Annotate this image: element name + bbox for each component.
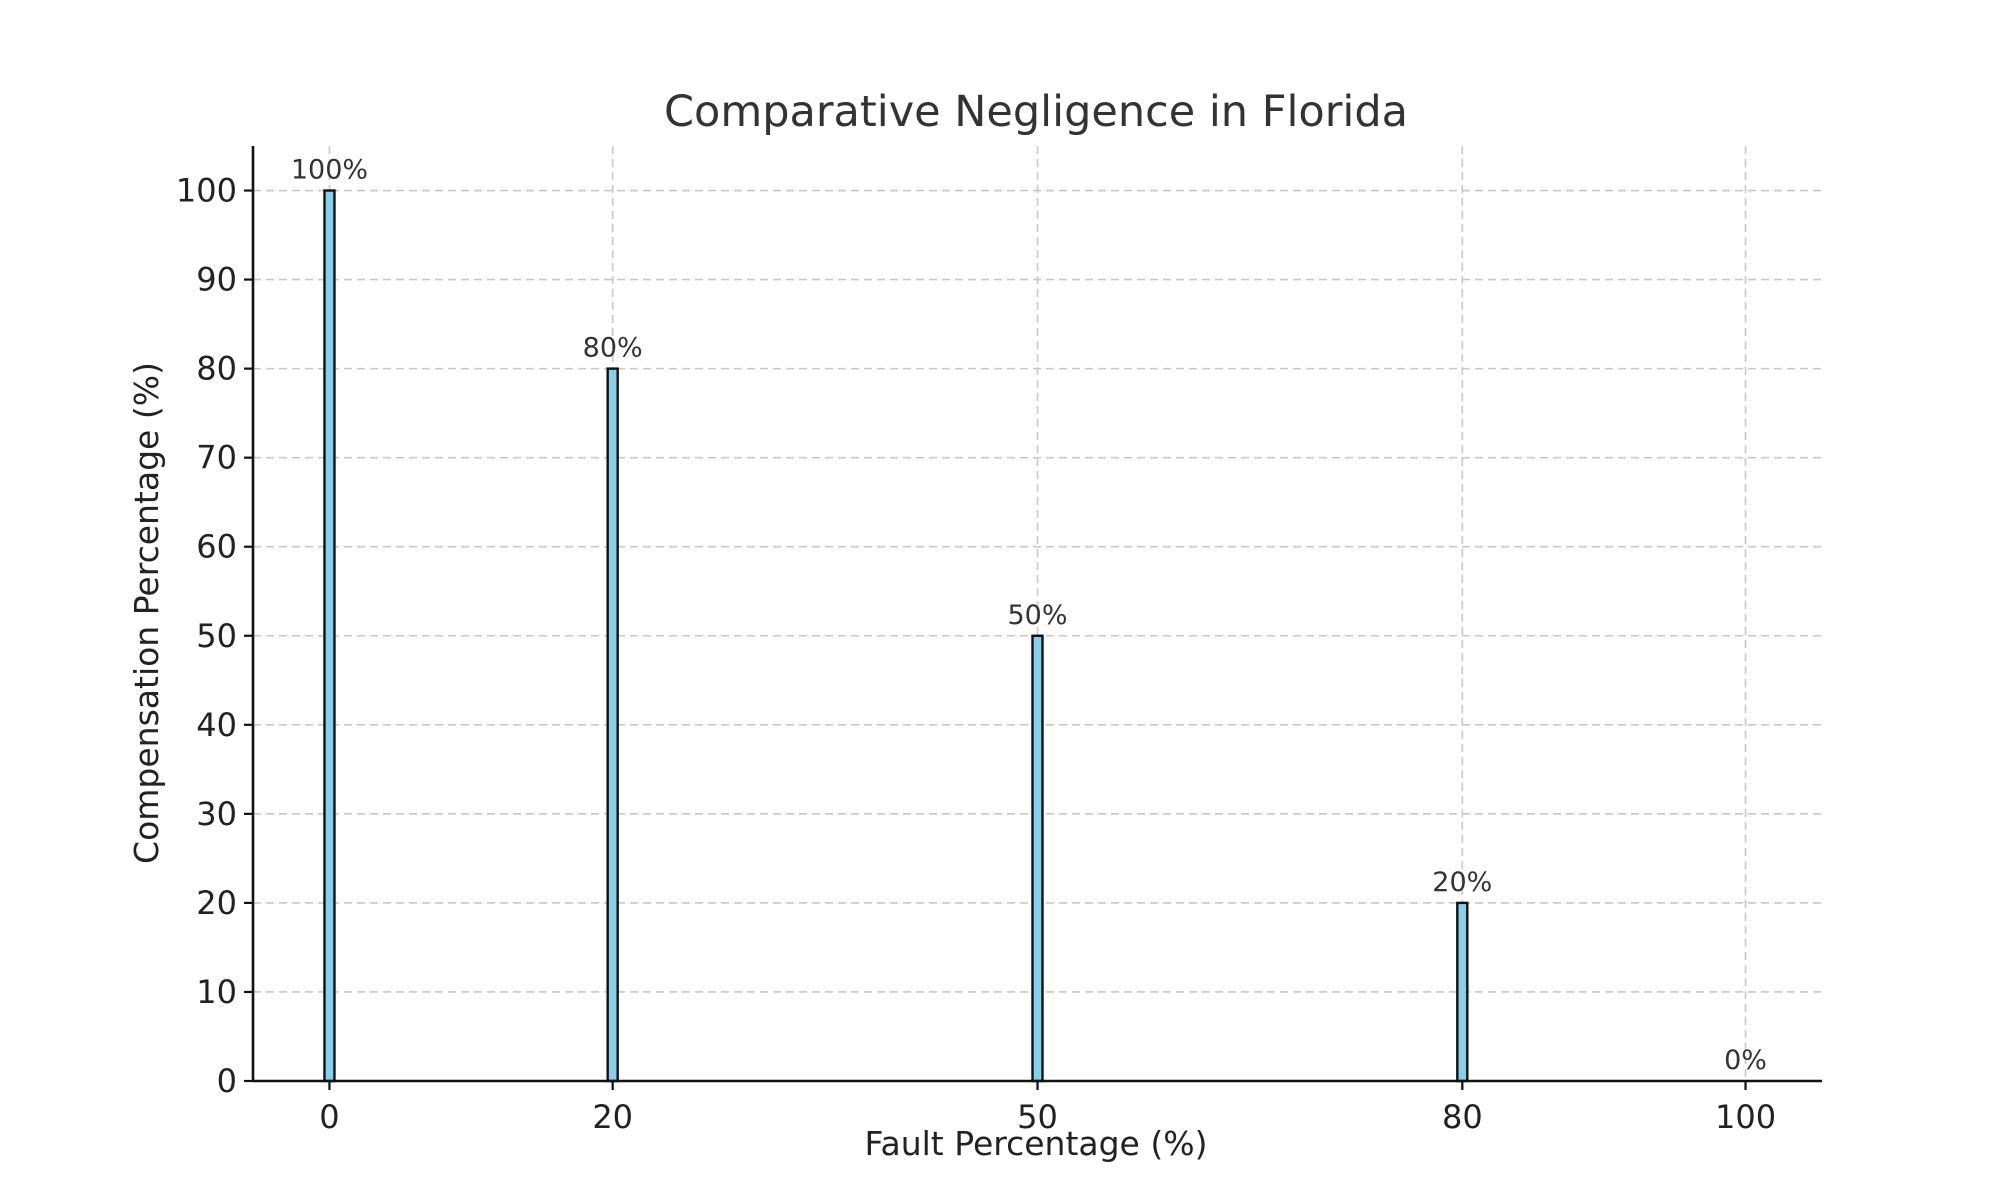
x-tick-label: 100 bbox=[1715, 1098, 1776, 1136]
x-tick-label: 50 bbox=[1017, 1098, 1058, 1136]
data-label: 0% bbox=[1724, 1045, 1767, 1076]
y-tick-label: 10 bbox=[196, 973, 237, 1011]
y-tick-label: 30 bbox=[196, 795, 237, 833]
y-tick-label: 20 bbox=[196, 884, 237, 922]
y-tick-label: 50 bbox=[196, 617, 237, 655]
bar bbox=[606, 367, 619, 1083]
x-tick-label: 20 bbox=[592, 1098, 633, 1136]
y-tick-label: 0 bbox=[217, 1062, 237, 1100]
y-tick-label: 80 bbox=[196, 350, 237, 388]
y-tick-label: 60 bbox=[196, 528, 237, 566]
data-labels: 100% 80% 50% 20% 0% bbox=[291, 155, 1767, 1076]
y-axis-label: Compensation Percentage (%) bbox=[127, 362, 166, 864]
data-label: 50% bbox=[1007, 600, 1067, 631]
y-tick-label: 70 bbox=[196, 439, 237, 477]
y-tick-label: 100 bbox=[176, 172, 237, 210]
bar bbox=[1031, 634, 1044, 1083]
x-tick-label: 80 bbox=[1442, 1098, 1483, 1136]
x-tick-label: 0 bbox=[319, 1098, 339, 1136]
bar bbox=[1456, 901, 1469, 1083]
y-tick-label: 40 bbox=[196, 706, 237, 744]
x-axis-label: Fault Percentage (%) bbox=[865, 1124, 1208, 1163]
data-label: 100% bbox=[291, 155, 368, 186]
chart-title: Comparative Negligence in Florida bbox=[664, 87, 1408, 137]
y-tick-label: 90 bbox=[196, 261, 237, 299]
data-label: 20% bbox=[1432, 867, 1492, 898]
bar bbox=[323, 189, 336, 1083]
data-label: 80% bbox=[583, 333, 643, 364]
ticks: 0 10 20 30 40 50 60 70 80 90 100 0 20 50 80 100 bbox=[176, 172, 1776, 1136]
